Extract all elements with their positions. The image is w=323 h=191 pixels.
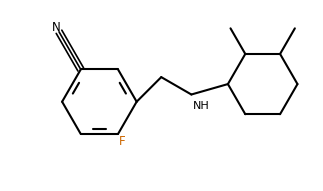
Text: F: F [119,135,126,148]
Text: NH: NH [193,101,209,111]
Text: N: N [52,21,61,34]
